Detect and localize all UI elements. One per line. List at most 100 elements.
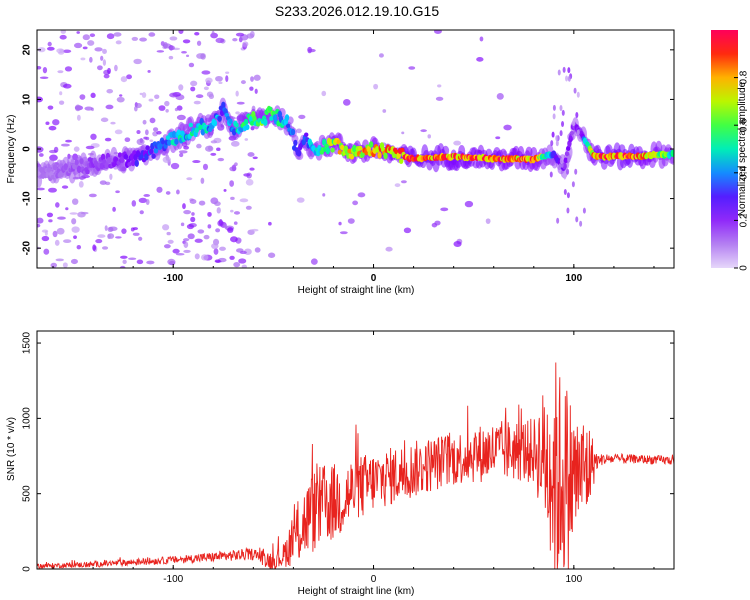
noise-blob	[556, 217, 560, 224]
ridge-point	[174, 138, 179, 145]
ridge-point	[151, 153, 156, 159]
noise-blob	[145, 198, 150, 205]
noise-blob	[166, 231, 171, 236]
noise-blob	[149, 117, 156, 124]
noise-blob	[235, 90, 239, 97]
noise-blob	[50, 262, 58, 268]
noise-blob	[321, 90, 327, 97]
noise-blob	[53, 146, 59, 153]
noise-blob	[87, 40, 95, 46]
noise-blob	[136, 130, 141, 135]
noise-blob	[105, 104, 114, 110]
noise-blob	[218, 219, 223, 226]
noise-blob	[322, 193, 326, 197]
snr-series-line	[37, 362, 674, 569]
colorbar-label: Normalized spectral amplitude	[737, 81, 748, 216]
noise-blob	[104, 137, 112, 142]
noise-blob	[183, 241, 189, 249]
noise-blob	[183, 238, 190, 242]
noise-blob	[167, 239, 174, 244]
noise-blob	[216, 147, 221, 152]
noise-blob	[136, 259, 144, 265]
noise-blob	[203, 234, 210, 240]
noise-blob	[95, 239, 103, 244]
noise-blob	[241, 264, 247, 268]
noise-blob	[243, 173, 251, 177]
noise-blob	[357, 192, 366, 198]
noise-blob	[179, 152, 184, 158]
noise-blob	[249, 86, 254, 91]
ridge-point	[304, 132, 309, 138]
ridge-point	[106, 157, 112, 164]
noise-blob	[552, 113, 556, 120]
ridge-point	[337, 149, 343, 155]
noise-blob	[65, 139, 73, 143]
noise-blob	[82, 46, 88, 50]
noise-blob	[132, 232, 140, 236]
noise-blob	[191, 212, 195, 216]
noise-blob	[106, 88, 114, 94]
noise-blob	[46, 212, 54, 218]
noise-blob	[201, 70, 211, 75]
noise-blob	[124, 137, 131, 143]
ridge-point	[234, 122, 239, 128]
noise-blob	[131, 200, 137, 207]
noise-blob	[154, 94, 160, 99]
noise-blob	[190, 80, 198, 87]
noise-blob	[37, 65, 42, 70]
noise-blob	[126, 74, 132, 80]
ridge-point	[671, 150, 674, 157]
noise-blob	[132, 227, 138, 231]
ridge-point	[284, 114, 290, 122]
noise-blob	[148, 98, 154, 102]
noise-blob	[215, 228, 221, 233]
ridge-point	[296, 149, 302, 157]
noise-blob	[253, 74, 261, 81]
noise-blob	[195, 94, 204, 99]
noise-blob	[575, 112, 579, 119]
ridge-point	[194, 126, 200, 134]
ridge-point	[50, 174, 55, 180]
noise-blob	[145, 136, 150, 141]
colorbar-tick-label: 0.8	[739, 70, 750, 84]
noise-blob	[134, 103, 142, 109]
noise-blob	[158, 105, 166, 111]
ridge-point	[358, 145, 363, 151]
noise-blob	[55, 202, 60, 208]
noise-blob	[310, 258, 318, 265]
ridge-point	[252, 115, 257, 122]
noise-blob	[142, 119, 147, 125]
noise-blob	[202, 163, 209, 171]
ridge-point	[239, 126, 244, 133]
noise-blob	[250, 126, 255, 131]
noise-blob	[225, 71, 230, 74]
noise-blob	[48, 219, 53, 223]
ridge-point	[117, 152, 123, 158]
noise-blob	[73, 146, 80, 152]
noise-blob	[39, 76, 49, 80]
noise-blob	[165, 108, 169, 113]
noise-blob	[555, 140, 559, 147]
noise-blob	[172, 248, 180, 254]
ridge-point	[123, 154, 129, 160]
noise-blob	[167, 258, 176, 266]
noise-blob	[65, 207, 69, 211]
noise-blob	[555, 135, 559, 142]
noise-blob	[110, 121, 116, 125]
noise-blob	[479, 36, 484, 42]
noise-blob	[495, 136, 501, 140]
noise-blob	[567, 67, 571, 74]
noise-blob	[106, 33, 115, 40]
noise-blob	[146, 260, 155, 265]
noise-blob	[99, 180, 107, 185]
noise-blob	[198, 200, 206, 206]
noise-blob	[80, 57, 86, 61]
ridge-point	[153, 147, 159, 154]
noise-blob	[101, 246, 109, 250]
noise-blob	[148, 32, 156, 37]
ridge-point	[325, 147, 331, 155]
noise-blob	[229, 180, 235, 187]
ridge-point	[293, 139, 298, 147]
ridge-point	[176, 129, 182, 136]
noise-blob	[268, 252, 276, 258]
